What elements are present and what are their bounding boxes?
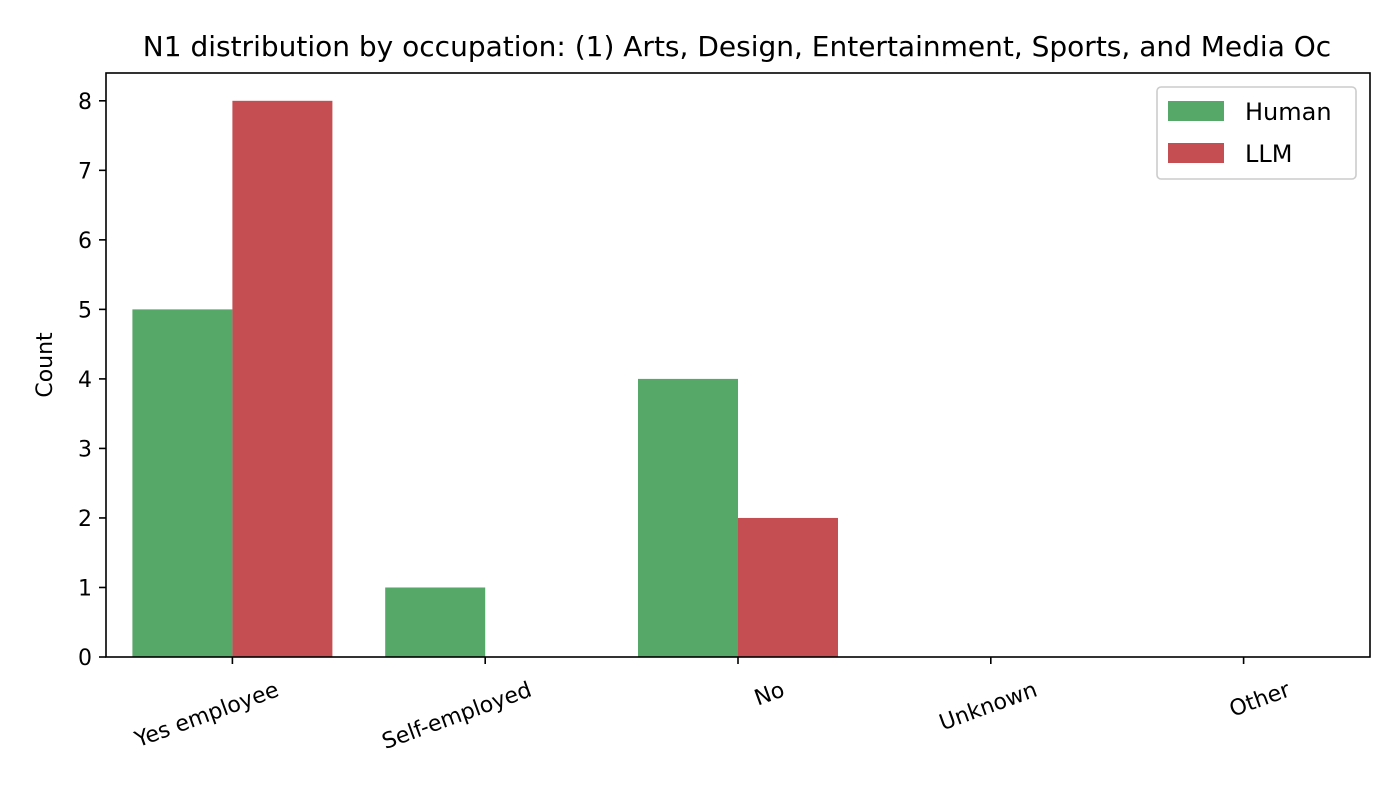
bar-llm-no [738, 517, 838, 657]
x-tick-label: Self-employed [379, 678, 535, 755]
chart-title: N1 distribution by occupation: (1) Arts,… [143, 30, 1331, 63]
y-tick-label: 8 [78, 90, 92, 115]
x-tick-label: Other [1226, 677, 1294, 722]
bar-human-self-employed [385, 587, 486, 657]
legend-swatch-human [1168, 101, 1224, 121]
y-tick-label: 3 [78, 437, 92, 462]
legend-swatch-llm [1168, 143, 1224, 163]
x-tick-label: Yes employee [131, 678, 282, 754]
y-tick-label: 7 [78, 159, 92, 184]
legend-label-human: Human [1245, 98, 1332, 126]
bar-human-no [638, 378, 738, 657]
y-tick-label: 6 [78, 229, 92, 254]
y-tick-label: 0 [78, 646, 92, 671]
x-tick-label: Unknown [936, 678, 1041, 736]
x-tick-label: No [751, 678, 788, 712]
y-axis-label: Count [33, 332, 58, 398]
legend: Human LLM [1156, 86, 1357, 180]
y-tick-label: 4 [78, 368, 92, 393]
legend-label-llm: LLM [1245, 140, 1292, 168]
y-tick-label: 2 [78, 507, 92, 532]
bar-human-yes-employee [132, 309, 233, 657]
bar-llm-yes-employee [232, 100, 333, 657]
bars-layer [132, 100, 838, 657]
y-tick-label: 5 [78, 298, 92, 323]
y-tick-label: 1 [78, 576, 92, 601]
